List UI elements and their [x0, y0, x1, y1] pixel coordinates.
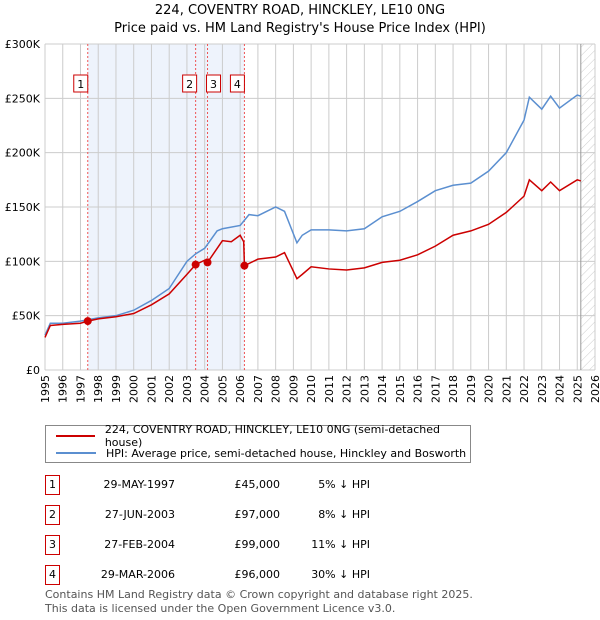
x-tick-label: 2003: [181, 375, 194, 403]
x-tick-label: 2015: [394, 375, 407, 403]
sale-label-box: [182, 74, 198, 93]
x-tick-label: 2020: [483, 375, 496, 403]
x-tick-label: 2012: [341, 375, 354, 403]
sale-label-box: [229, 74, 245, 93]
transaction-row: 2 27-JUN-2003 £97,000 8% ↓ HPI: [45, 505, 465, 525]
sale-label: 3: [210, 78, 217, 91]
sale-label: 2: [186, 78, 193, 91]
y-tick-label: £250K: [5, 92, 41, 105]
transaction-hpi-diff: 11% ↓ HPI: [311, 538, 370, 551]
x-tick-label: 2022: [518, 375, 531, 403]
x-tick-label: 2000: [128, 375, 141, 403]
title-line-2: Price paid vs. HM Land Registry's House …: [114, 21, 486, 36]
sale-label-box: [73, 74, 89, 93]
transaction-date: 29-MAY-1997: [103, 478, 175, 491]
legend-label-property: 224, COVENTRY ROAD, HINCKLEY, LE10 0NG (…: [104, 423, 440, 449]
transaction-row: 1 29-MAY-1997 £45,000 5% ↓ HPI: [45, 475, 465, 495]
y-tick-label: £300K: [5, 38, 41, 51]
x-tick-label: 2025: [571, 375, 584, 403]
transaction-date: 27-FEB-2004: [104, 538, 175, 551]
legend-item-property: 224, COVENTRY ROAD, HINCKLEY, LE10 0NG (…: [56, 423, 470, 449]
x-tick-label: 2009: [287, 375, 300, 403]
transaction-number: 2: [45, 505, 60, 525]
price-chart: 1995 1996 1997 1998 1999 2000 2001 2002 2003 2004…: [5, 38, 600, 403]
sale-point: [83, 317, 92, 326]
x-tick-label: 2011: [323, 375, 336, 403]
transaction-number: 4: [45, 565, 60, 585]
y-tick-label: £0: [26, 364, 40, 377]
x-tick-label: 1995: [39, 375, 52, 403]
sale-point: [240, 261, 249, 270]
x-tick-label: 2016: [412, 375, 425, 403]
x-tick-label: 2019: [465, 375, 478, 403]
hpi-line: [44, 94, 582, 336]
x-tick-label: 1997: [74, 375, 87, 403]
title-line-1: 224, COVENTRY ROAD, HINCKLEY, LE10 0NG: [154, 3, 446, 18]
x-tick-label: 2007: [252, 375, 265, 403]
x-tick-label: 2004: [199, 375, 212, 403]
transaction-hpi-diff: 30% ↓ HPI: [311, 568, 370, 581]
sale-point: [203, 258, 212, 267]
y-tick-label: £50K: [12, 310, 41, 323]
x-tick-label: 1998: [92, 375, 105, 403]
legend-swatch-property: [56, 435, 95, 437]
transaction-date: 27-JUN-2003: [104, 508, 175, 521]
transaction-number: 3: [45, 535, 60, 555]
x-tick-label: 2006: [234, 375, 247, 403]
x-tick-label: 2013: [358, 375, 371, 403]
x-tick-label: 2017: [429, 375, 442, 403]
x-tick-label: 1996: [57, 375, 70, 403]
x-tick-label: 2024: [554, 375, 567, 403]
x-tick-label: 2008: [270, 375, 283, 403]
y-tick-label: £100K: [5, 255, 41, 268]
transaction-price: £96,000: [234, 568, 281, 581]
transaction-row: 3 27-FEB-2004 £99,000 11% ↓ HPI: [45, 535, 465, 555]
transaction-number: 1: [45, 475, 60, 495]
x-tick-label: 1999: [110, 375, 123, 403]
x-tick-label: 2018: [447, 375, 460, 403]
sale-point: [191, 260, 200, 269]
transaction-price: £99,000: [234, 538, 281, 551]
legend-label-hpi: HPI: Average price, semi-detached house,…: [106, 446, 467, 460]
transaction-price: £45,000: [234, 478, 281, 491]
x-tick-label: 2023: [536, 375, 549, 403]
x-tick-label: 2021: [500, 375, 513, 403]
x-tick-label: 2005: [216, 375, 229, 403]
y-tick-label: £200K: [5, 147, 41, 160]
transaction-row: 4 29-MAR-2006 £96,000 30% ↓ HPI: [45, 565, 465, 585]
sale-label: 4: [234, 78, 241, 91]
transaction-date: 29-MAR-2006: [100, 568, 175, 581]
x-tick-label: 2014: [376, 375, 389, 403]
x-tick-label: 2010: [305, 375, 318, 403]
footer-line-1: Contains HM Land Registry data © Crown c…: [45, 588, 473, 601]
chart-title: 224, COVENTRY ROAD, HINCKLEY, LE10 0NG P…: [0, 2, 600, 38]
x-tick-label: 2026: [589, 375, 600, 403]
transaction-hpi-diff: 5% ↓ HPI: [318, 478, 370, 491]
property-price-line: [44, 178, 582, 338]
x-tick-label: 2002: [163, 375, 176, 403]
legend-item-hpi: HPI: Average price, semi-detached house,…: [56, 445, 466, 461]
chart-legend: 224, COVENTRY ROAD, HINCKLEY, LE10 0NG (…: [45, 423, 471, 463]
footer-line-2: This data is licensed under the Open Gov…: [45, 602, 396, 615]
sale-label: 1: [77, 78, 84, 91]
footer: Contains HM Land Registry data © Crown c…: [45, 588, 473, 616]
x-tick-label: 2001: [145, 375, 158, 403]
legend-swatch-hpi: [56, 452, 96, 454]
transaction-price: £97,000: [234, 508, 281, 521]
transaction-hpi-diff: 8% ↓ HPI: [318, 508, 370, 521]
y-tick-label: £150K: [5, 201, 41, 214]
sale-label-box: [206, 74, 222, 93]
